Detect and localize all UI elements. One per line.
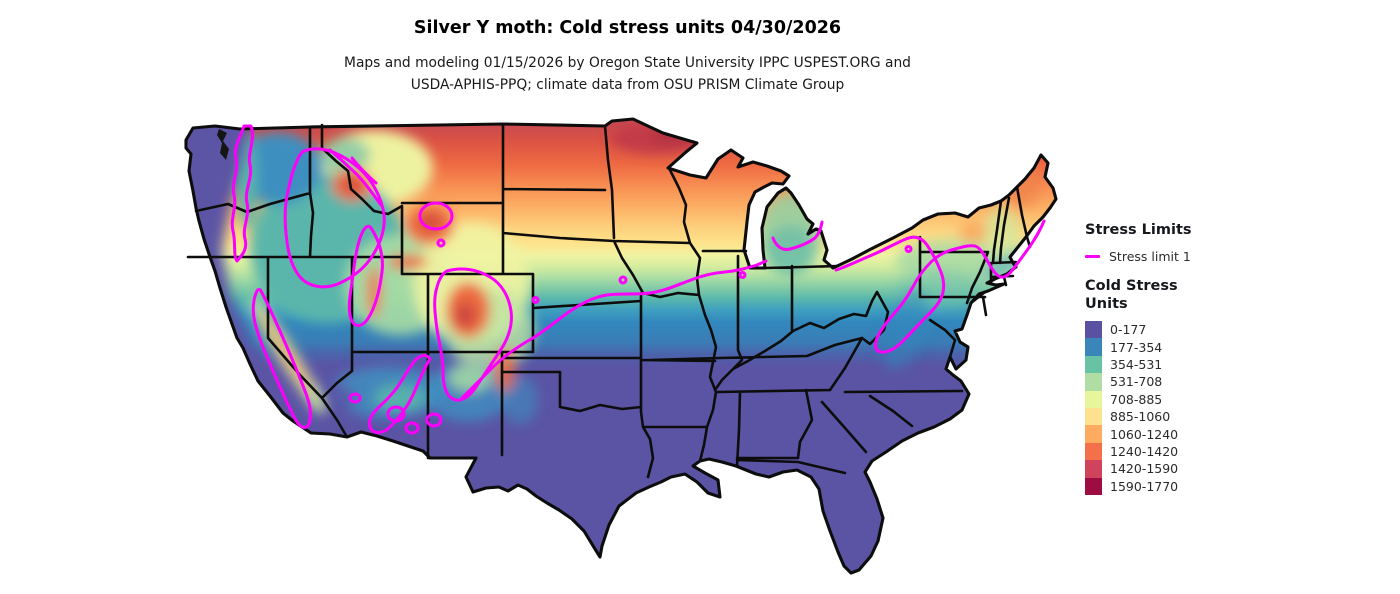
legend-class-row: 1590-1770 xyxy=(1085,477,1255,495)
legend-class-row: 0-177 xyxy=(1085,321,1255,339)
legend-class-row: 1240-1420 xyxy=(1085,442,1255,461)
legend-class-row: 177-354 xyxy=(1085,338,1255,356)
legend: Stress Limits Stress limit 1 Cold Stress… xyxy=(1085,221,1255,495)
class-color-swatch xyxy=(1085,355,1102,374)
class-color-swatch xyxy=(1085,442,1102,461)
legend-class-row: 1060-1240 xyxy=(1085,425,1255,443)
cold-stress-class-list: 0-177 177-354 354-531 531-708 708-885 885-106… xyxy=(1085,321,1255,495)
class-range-label: 1060-1240 xyxy=(1110,426,1179,442)
legend-class-row: 531-708 xyxy=(1085,373,1255,391)
us-cold-stress-map xyxy=(184,117,1058,575)
cold-stress-heading-line-2: Units xyxy=(1085,296,1128,312)
class-color-swatch xyxy=(1085,338,1102,356)
class-range-label: 531-708 xyxy=(1110,374,1163,390)
subtitle-line-2: USDA-APHIS-PPQ; climate data from OSU PR… xyxy=(410,77,845,93)
legend-class-row: 354-531 xyxy=(1085,355,1255,374)
stress-limit-label: Stress limit 1 xyxy=(1109,248,1191,264)
class-range-label: 0-177 xyxy=(1110,322,1147,338)
map-us-outline xyxy=(184,117,1058,575)
class-range-label: 885-1060 xyxy=(1110,409,1171,425)
stress-limit-item: Stress limit 1 xyxy=(1085,248,1255,264)
map-raster xyxy=(186,119,1056,573)
class-color-swatch xyxy=(1085,390,1102,408)
map-stress-limit-contours xyxy=(230,124,1046,435)
class-range-label: 1420-1590 xyxy=(1110,461,1179,477)
subtitle: Maps and modeling 01/15/2026 by Oregon S… xyxy=(0,52,1255,96)
cold-stress-heading: Cold Stress Units xyxy=(1085,277,1255,313)
class-range-label: 177-354 xyxy=(1110,339,1163,355)
legend-class-row: 1420-1590 xyxy=(1085,460,1255,478)
stress-limit-line-swatch xyxy=(1085,254,1100,258)
class-range-label: 1590-1770 xyxy=(1110,478,1179,494)
stress-limits-heading: Stress Limits xyxy=(1085,222,1192,238)
header: Silver Y moth: Cold stress units 04/30/2… xyxy=(0,18,1255,96)
class-color-swatch xyxy=(1085,373,1102,391)
cold-stress-heading-line-1: Cold Stress xyxy=(1085,278,1178,294)
class-color-swatch xyxy=(1085,477,1102,495)
class-range-label: 354-531 xyxy=(1110,356,1163,372)
class-range-label: 1240-1420 xyxy=(1110,443,1179,459)
map-container xyxy=(175,112,1065,594)
legend-class-row: 708-885 xyxy=(1085,390,1255,408)
class-color-swatch xyxy=(1085,321,1102,339)
page-title: Silver Y moth: Cold stress units 04/30/2… xyxy=(413,18,842,38)
legend-class-row: 885-1060 xyxy=(1085,407,1255,426)
class-color-swatch xyxy=(1085,460,1102,478)
puget-sound xyxy=(217,129,229,160)
class-range-label: 708-885 xyxy=(1110,391,1163,407)
class-color-swatch xyxy=(1085,407,1102,426)
class-color-swatch xyxy=(1085,425,1102,443)
stress-limit-list: Stress limit 1 xyxy=(1085,248,1255,264)
subtitle-line-1: Maps and modeling 01/15/2026 by Oregon S… xyxy=(344,55,911,71)
